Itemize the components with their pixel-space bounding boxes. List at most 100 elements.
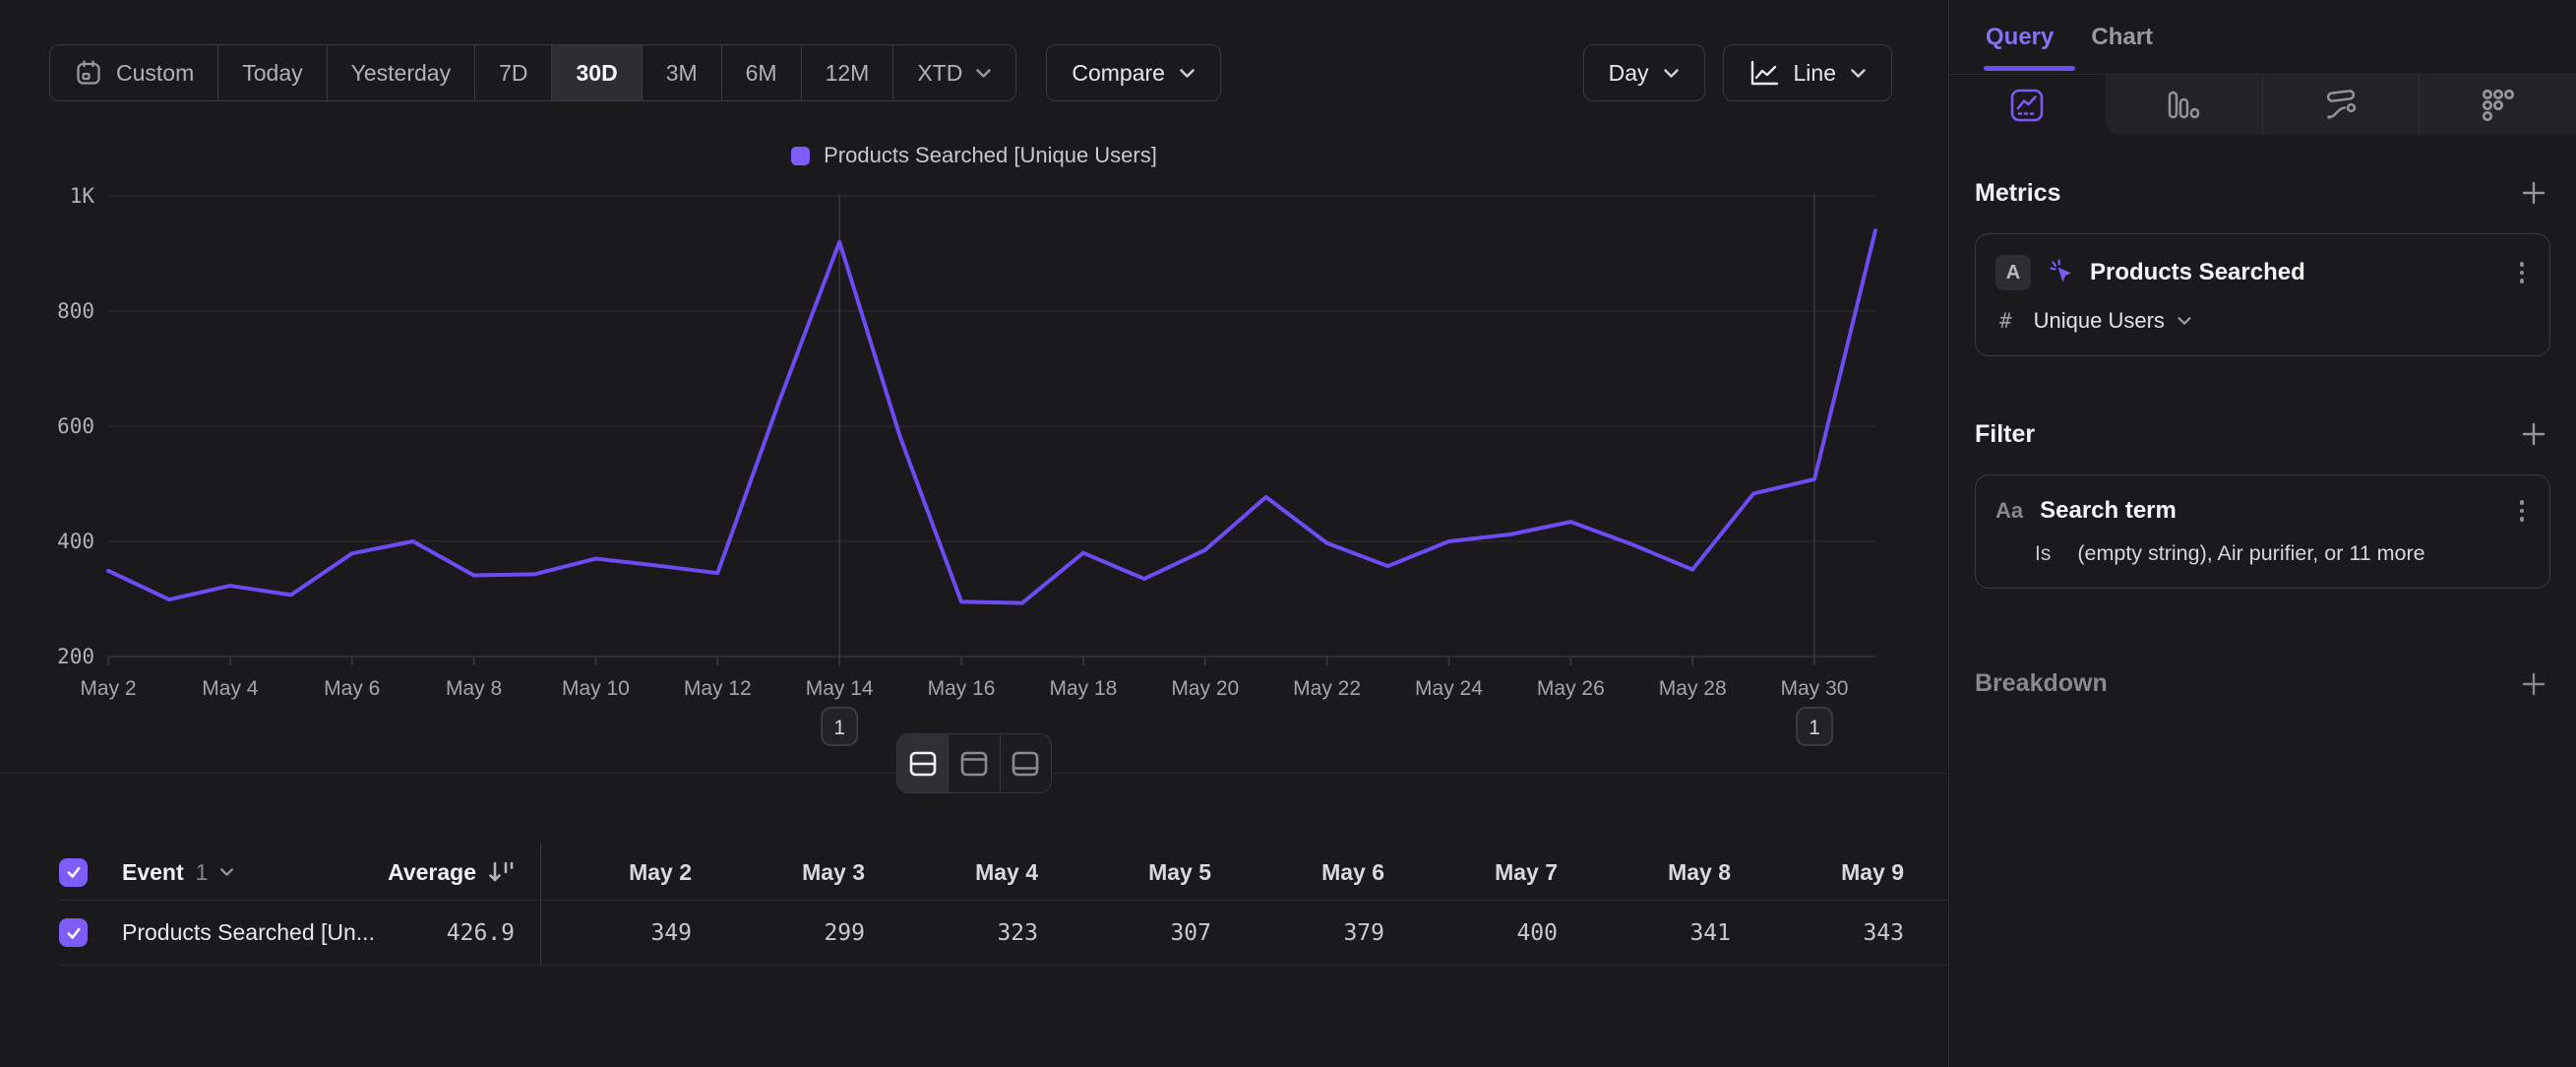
legend-label: Products Searched [Unique Users]	[824, 143, 1157, 167]
svg-text:May 4: May 4	[202, 677, 259, 700]
metric-kebab-menu[interactable]	[2516, 258, 2529, 287]
active-tab-underline	[1984, 66, 2076, 71]
svg-text:400: 400	[57, 530, 94, 553]
chart-type-button[interactable]: Line	[1722, 44, 1892, 101]
range-6m-button[interactable]: 6M	[722, 45, 802, 100]
row-series-name[interactable]: Products Searched [Un...	[122, 919, 375, 945]
chart-type-bar-tab[interactable]	[2105, 75, 2262, 135]
chevron-down-icon	[1851, 68, 1866, 78]
filter-card[interactable]: Aa Search term Is (empty string), Air pu…	[1975, 474, 2550, 589]
range-30d-button[interactable]: 30D	[552, 45, 643, 100]
line-chart-icon	[1750, 60, 1778, 86]
chevron-down-icon	[1180, 68, 1195, 78]
row-value: 349	[540, 901, 713, 965]
range-custom-button[interactable]: Custom	[50, 45, 219, 100]
range-3m-button[interactable]: 3M	[643, 45, 722, 100]
metrics-heading: Metrics	[1975, 178, 2061, 207]
range-7d-button[interactable]: 7D	[475, 45, 553, 100]
bar-chart-icon	[2168, 91, 2200, 118]
row-value: 341	[1689, 919, 1731, 946]
plus-icon	[2522, 672, 2545, 695]
svg-text:May 24: May 24	[1415, 677, 1483, 700]
svg-text:May 26: May 26	[1537, 677, 1605, 700]
line-chart-svg[interactable]: 1K 800 600 400 200 May 2 May 4 May 6 May 8 May 10…	[39, 182, 1879, 753]
svg-text:May 16: May 16	[928, 677, 996, 700]
day-header: May 8	[1668, 858, 1731, 885]
svg-text:May 30: May 30	[1781, 677, 1849, 700]
svg-text:May 22: May 22	[1293, 677, 1361, 700]
filter-kebab-menu[interactable]	[2516, 496, 2529, 526]
range-12m-button[interactable]: 12M	[802, 45, 894, 100]
plus-icon	[2522, 422, 2545, 446]
row-value: 343	[1863, 919, 1904, 946]
svg-text:1: 1	[1809, 717, 1820, 739]
row-average-value: 426.9	[446, 919, 515, 946]
filter-heading: Filter	[1975, 419, 2036, 448]
compare-button[interactable]: Compare	[1046, 44, 1221, 101]
event-header[interactable]: Event 1	[122, 859, 383, 886]
add-filter-button[interactable]	[2517, 417, 2550, 451]
breakdown-heading: Breakdown	[1975, 669, 2108, 697]
panel-top-icon	[960, 751, 988, 776]
svg-text:May 20: May 20	[1171, 677, 1239, 700]
metric-card[interactable]: A Products Searched # Unique Us	[1975, 233, 2550, 356]
filter-operator: Is	[2035, 541, 2052, 565]
metric-card-row1: A Products Searched	[1995, 255, 2528, 290]
svg-text:1K: 1K	[70, 184, 95, 208]
chart-type-metric-tab[interactable]	[2419, 75, 2576, 135]
calendar-icon	[77, 60, 100, 85]
day-header: May 9	[1841, 858, 1904, 885]
metric-name: Products Searched	[2090, 259, 2305, 285]
metric-letter-badge: A	[1995, 255, 2031, 290]
row-value: 323	[997, 919, 1038, 946]
row-value: 400	[1516, 919, 1558, 946]
chevron-down-icon	[2177, 317, 2191, 325]
day-header: May 6	[1321, 858, 1384, 885]
table-header-row: Event 1 Average May 2 May 3 May 4 May 5 …	[59, 845, 1948, 901]
svg-text:May 2: May 2	[80, 677, 136, 700]
svg-text:May 10: May 10	[562, 677, 630, 700]
metric-aggregation-row[interactable]: # Unique Users	[1995, 308, 2528, 334]
add-metric-button[interactable]	[2517, 176, 2550, 210]
chart-type-insights-tab[interactable]	[1949, 75, 2106, 135]
sort-descending-icon	[489, 861, 514, 882]
row-checkbox-cell	[59, 918, 122, 947]
select-all-checkbox[interactable]	[59, 857, 88, 887]
granularity-button[interactable]: Day	[1582, 44, 1705, 101]
chart-type-flows-tab[interactable]	[2261, 75, 2420, 135]
tab-query[interactable]: Query	[1984, 0, 2076, 74]
chevron-down-icon	[220, 868, 234, 876]
toolbar: Custom Today Yesterday 7D 30D 3M 6M 12M …	[49, 44, 1892, 101]
range-yesterday-button[interactable]: Yesterday	[328, 45, 476, 100]
header-checkbox-cell	[59, 857, 122, 887]
svg-text:May 28: May 28	[1659, 677, 1727, 700]
row-checkbox[interactable]	[59, 918, 88, 947]
svg-text:200: 200	[57, 645, 94, 668]
layout-split-horizontal-button[interactable]	[897, 734, 950, 792]
filter-value: (empty string), Air purifier, or 11 more	[2077, 540, 2425, 565]
svg-text:May 14: May 14	[806, 677, 874, 700]
chevron-down-icon	[1663, 68, 1679, 78]
flows-icon	[2326, 89, 2357, 119]
range-xtd-button[interactable]: XTD	[893, 45, 1015, 100]
row-value: 379	[1343, 919, 1384, 946]
add-breakdown-button[interactable]	[2517, 667, 2550, 701]
range-today-button[interactable]: Today	[218, 45, 328, 100]
plus-icon	[2522, 181, 2545, 205]
tab-chart[interactable]: Chart	[2091, 23, 2154, 50]
layout-panel-bottom-button[interactable]	[1001, 734, 1051, 792]
chart-legend: Products Searched [Unique Users]	[0, 143, 1948, 168]
aggregation-label: Unique Users	[2033, 308, 2165, 333]
filter-condition-row[interactable]: Is (empty string), Air purifier, or 11 m…	[1995, 541, 2528, 566]
svg-text:1: 1	[833, 717, 845, 739]
layout-panel-top-button[interactable]	[949, 734, 1001, 792]
layout-toggle	[896, 733, 1052, 793]
sidebar-tabs: Query Chart	[1949, 0, 2576, 75]
main-panel: Custom Today Yesterday 7D 30D 3M 6M 12M …	[0, 0, 1949, 1067]
legend-swatch	[791, 146, 811, 165]
filter-property-name: Search term	[2040, 496, 2177, 524]
sidebar-content: Metrics A Product	[1949, 135, 2576, 701]
average-header[interactable]: Average	[383, 859, 540, 886]
event-count: 1	[195, 858, 209, 885]
